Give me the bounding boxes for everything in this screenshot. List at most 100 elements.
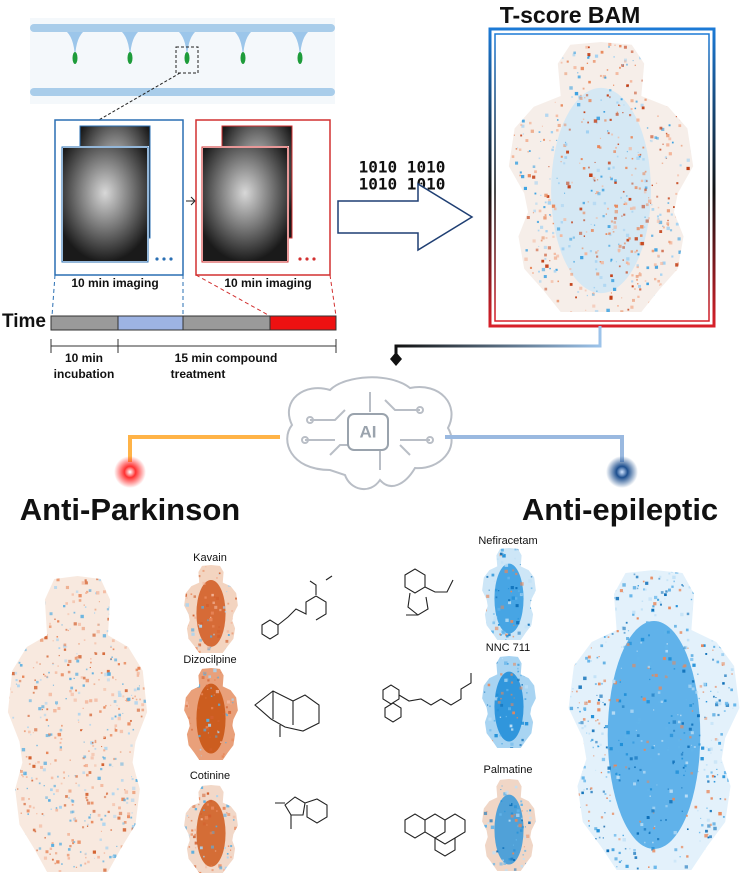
speckle <box>113 633 116 636</box>
speckle <box>584 596 587 599</box>
speckle <box>553 252 556 256</box>
speckle <box>690 148 694 152</box>
speckle <box>626 150 628 153</box>
speckle <box>223 577 225 579</box>
speckle <box>519 686 523 690</box>
speckle <box>577 803 580 806</box>
speckle <box>602 837 604 839</box>
speckle <box>600 99 602 101</box>
speckle <box>196 685 199 688</box>
speckle <box>632 298 635 302</box>
speckle <box>616 775 620 779</box>
speckle <box>591 848 593 851</box>
bam-frame <box>488 27 716 328</box>
speckle <box>736 725 740 729</box>
speckle <box>142 687 146 690</box>
speckle <box>625 166 628 170</box>
speckle <box>490 862 492 865</box>
speckle <box>206 824 208 826</box>
speckle <box>491 663 494 667</box>
imaging-label: 10 min imaging <box>224 276 311 290</box>
speckle <box>482 637 485 640</box>
larva <box>240 52 246 64</box>
speckle <box>731 673 733 675</box>
speckle <box>659 575 662 578</box>
speckle <box>84 862 87 865</box>
speckle <box>52 640 54 642</box>
speckle <box>686 261 689 265</box>
speckle <box>587 720 589 722</box>
speckle <box>642 172 646 176</box>
speckle <box>509 802 512 805</box>
speckle <box>688 684 692 688</box>
speckle <box>37 760 40 764</box>
speckle <box>594 161 596 164</box>
speckle <box>679 631 683 634</box>
speckle <box>32 691 35 694</box>
speckle <box>614 210 618 214</box>
speckle <box>540 194 542 196</box>
speckle <box>77 784 81 787</box>
speckle <box>24 648 27 652</box>
speckle <box>731 658 735 662</box>
speckle <box>12 716 15 719</box>
speckle <box>618 739 620 742</box>
speckle <box>108 606 110 609</box>
speckle <box>511 728 514 731</box>
speckle <box>10 631 13 634</box>
speckle <box>611 279 615 283</box>
speckle <box>520 194 524 197</box>
speckle <box>9 803 12 806</box>
speckle <box>614 181 617 184</box>
speckle <box>665 649 668 653</box>
speckle <box>144 668 147 670</box>
speckle <box>658 220 663 225</box>
speckle <box>522 47 526 51</box>
speckle <box>239 692 242 695</box>
speckle <box>566 624 568 626</box>
speckle <box>521 817 523 820</box>
speckle <box>698 743 701 746</box>
speckle <box>602 790 605 793</box>
speckle <box>592 201 597 206</box>
connector-head <box>390 352 402 366</box>
speckle <box>574 581 578 584</box>
speckle <box>85 591 88 594</box>
speckle <box>584 309 587 311</box>
speckle <box>623 104 625 106</box>
speckle <box>529 662 532 665</box>
speckle <box>621 297 623 299</box>
speckle <box>555 268 558 271</box>
speckle <box>611 617 615 621</box>
speckle <box>40 594 44 598</box>
speckle <box>678 250 682 254</box>
speckle <box>110 625 113 629</box>
speckle <box>699 858 702 860</box>
speckle <box>612 228 614 230</box>
speckle <box>638 272 641 274</box>
speckle <box>599 743 602 746</box>
speckle <box>630 50 634 54</box>
speckle <box>508 198 511 201</box>
speckle <box>710 752 712 754</box>
speckle <box>529 303 531 305</box>
speckle <box>140 795 144 799</box>
speckle <box>654 673 658 678</box>
speckle <box>710 611 714 615</box>
speckle <box>631 285 634 288</box>
speckle <box>495 780 498 784</box>
speckle <box>596 656 599 659</box>
speckle <box>570 311 573 312</box>
speckle <box>599 700 602 703</box>
speckle <box>202 569 205 572</box>
speckle <box>594 54 599 58</box>
speckle <box>564 143 568 146</box>
speckle <box>645 42 649 46</box>
speckle <box>121 640 124 643</box>
speckle <box>88 771 92 774</box>
speckle <box>528 150 531 152</box>
speckle <box>568 245 571 248</box>
speckle <box>506 688 509 692</box>
speckle <box>486 568 489 571</box>
speckle <box>59 741 62 744</box>
